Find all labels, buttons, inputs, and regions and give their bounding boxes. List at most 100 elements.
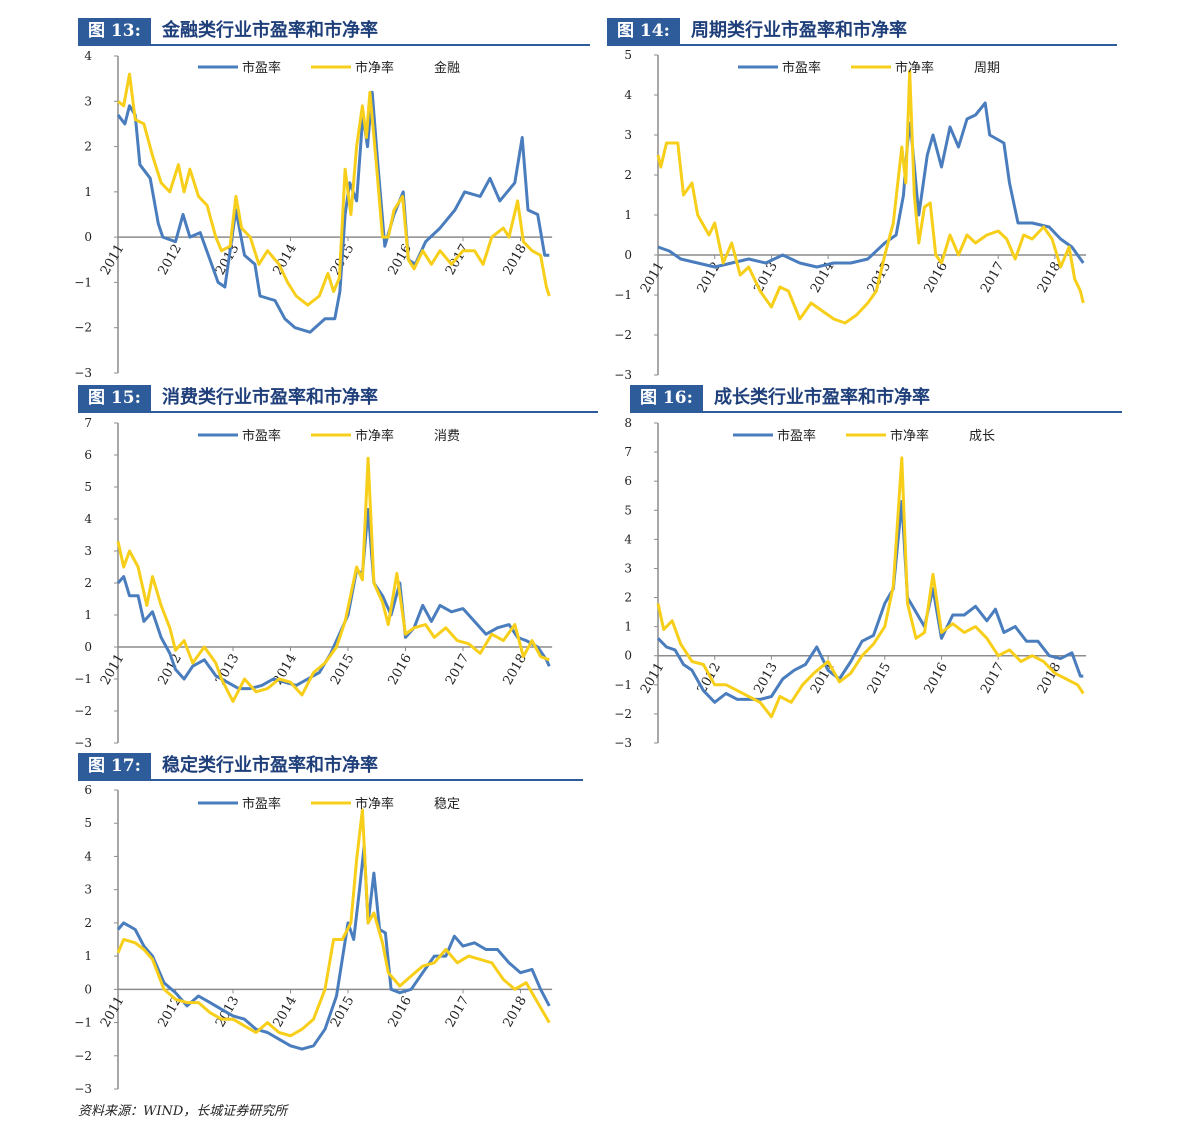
source-note: 资料来源：WIND，长城证券研究所 — [78, 1104, 288, 1119]
legend-pb-label: 市净率 — [895, 60, 934, 76]
pe-line — [116, 507, 551, 691]
figure-14-title: 周期类行业市盈率和市净率 — [691, 20, 907, 41]
y-tick-label: −1 — [74, 672, 92, 686]
legend-pe-label: 市盈率 — [242, 60, 281, 76]
x-tick-label: 2012 — [695, 260, 725, 296]
x-tick-label: 2016 — [921, 260, 951, 296]
x-tick-label: 2011 — [638, 660, 668, 696]
y-tick-label: −1 — [614, 288, 632, 302]
y-tick-label: 4 — [84, 512, 92, 526]
x-tick-label: 2013 — [213, 994, 243, 1030]
y-tick-label: 1 — [84, 608, 92, 622]
y-tick-label: 0 — [84, 640, 92, 654]
legend-pb-label: 市净率 — [355, 60, 394, 76]
y-tick-label: 2 — [84, 140, 92, 154]
y-tick-label: 0 — [624, 248, 632, 262]
y-tick-label: −1 — [74, 1016, 92, 1030]
figure-13-title: 金融类行业市盈率和市净率 — [162, 20, 378, 41]
figure-17-number: 图 17: — [78, 753, 151, 779]
y-tick-label: 2 — [624, 168, 632, 182]
y-tick-label: 3 — [624, 561, 632, 575]
legend-pb-label: 市净率 — [355, 428, 394, 444]
pe-line — [116, 845, 551, 1051]
pe-line — [657, 101, 1085, 269]
legend-sector-label: 成长 — [969, 429, 995, 444]
y-tick-label: 6 — [84, 783, 92, 797]
x-tick-label: 2012 — [155, 994, 185, 1030]
pe-line — [656, 500, 1084, 704]
x-tick-label: 2013 — [751, 260, 781, 296]
x-tick-label: 2018 — [1035, 660, 1065, 696]
legend-pb-label: 市净率 — [355, 796, 394, 812]
x-tick-label: 2018 — [500, 242, 530, 278]
y-tick-label: 5 — [624, 503, 632, 517]
y-tick-label: −3 — [614, 368, 632, 382]
x-tick-label: 2012 — [695, 660, 725, 696]
y-tick-label: 3 — [624, 128, 632, 142]
figure-13-header: 图 13: 金融类行业市盈率和市净率 — [78, 18, 590, 46]
figure-14-number: 图 14: — [607, 18, 680, 44]
y-tick-label: 1 — [624, 208, 632, 222]
legend-sector-label: 金融 — [434, 60, 460, 76]
x-tick-label: 2011 — [98, 652, 128, 688]
y-tick-label: 4 — [624, 532, 632, 546]
x-tick-label: 2014 — [808, 260, 838, 296]
y-tick-label: 3 — [84, 883, 92, 897]
x-tick-label: 2018 — [500, 652, 530, 688]
y-tick-label: 2 — [624, 591, 632, 605]
x-tick-label: 2018 — [500, 994, 530, 1030]
y-tick-label: −3 — [74, 736, 92, 750]
y-tick-label: 1 — [84, 185, 92, 199]
y-tick-label: −1 — [74, 275, 92, 289]
x-tick-label: 2015 — [865, 660, 895, 696]
chart-13: 4 3 2 1 0 −1 −2 −3 2011 2012 2013 2014 2015 2016 2017 2… — [74, 49, 553, 380]
y-tick-label: 1 — [84, 949, 92, 963]
y-tick-label: −2 — [74, 704, 92, 718]
y-tick-label: −3 — [74, 1082, 92, 1096]
y-tick-label: 5 — [84, 480, 92, 494]
y-tick-label: 0 — [84, 230, 92, 244]
figure-17-header: 图 17: 稳定类行业市盈率和市净率 — [78, 753, 583, 781]
x-tick-label: 2011 — [638, 260, 668, 296]
y-tick-label: 2 — [84, 916, 92, 930]
y-tick-label: 2 — [84, 576, 92, 590]
x-tick-label: 2011 — [98, 994, 128, 1030]
x-tick-label: 2017 — [443, 994, 473, 1030]
y-tick-label: 5 — [84, 816, 92, 830]
chart-15: 7 6 5 4 3 2 1 0 −1 −2 −3 2011 2012 2013 2014 2015 2016 20… — [74, 416, 553, 750]
y-tick-label: 1 — [624, 620, 632, 634]
x-tick-label: 2011 — [98, 242, 128, 278]
x-tick-label: 2018 — [1035, 260, 1065, 296]
y-tick-label: 3 — [84, 544, 92, 558]
chart-14: 5 4 3 2 1 0 −1 −2 −3 2011 2012 2013 2014 2015 2016 2017… — [614, 48, 1087, 382]
x-tick-label: 2017 — [443, 652, 473, 688]
figure-16-header: 图 16: 成长类行业市盈率和市净率 — [630, 385, 1122, 413]
y-tick-label: 0 — [624, 649, 632, 663]
x-tick-label: 2012 — [155, 242, 185, 278]
y-tick-label: 3 — [84, 94, 92, 108]
y-tick-label: −3 — [74, 366, 92, 380]
y-tick-label: 6 — [624, 474, 632, 488]
x-tick-label: 2017 — [443, 242, 473, 278]
x-tick-label: 2014 — [270, 994, 300, 1030]
x-tick-label: 2017 — [978, 259, 1008, 295]
figure-15-header: 图 15: 消费类行业市盈率和市净率 — [78, 385, 598, 413]
chart-16: 8 7 6 5 4 3 2 1 0 −1 −2 −3 2011 2012 2013 2014 2015 2016 2… — [614, 416, 1087, 750]
pb-line — [116, 808, 551, 1038]
legend-pb-label: 市净率 — [890, 428, 929, 444]
x-tick-label: 2016 — [385, 652, 415, 688]
legend-sector-label: 周期 — [974, 61, 1000, 76]
figure-16-title: 成长类行业市盈率和市净率 — [714, 387, 930, 408]
figure-13-number: 图 13: — [78, 18, 151, 44]
pb-line — [656, 69, 1085, 325]
figure-16-number: 图 16: — [630, 385, 703, 411]
x-tick-label: 2013 — [751, 660, 781, 696]
y-tick-label: −1 — [614, 678, 632, 692]
x-tick-label: 2015 — [865, 260, 895, 296]
legend-pe-label: 市盈率 — [782, 60, 821, 76]
y-tick-label: 4 — [84, 49, 92, 63]
y-tick-label: 4 — [624, 88, 632, 102]
x-tick-label: 2016 — [385, 242, 415, 278]
